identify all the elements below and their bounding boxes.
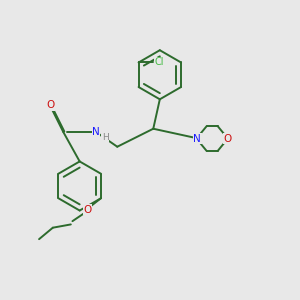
Text: O: O xyxy=(83,205,91,215)
Text: Cl: Cl xyxy=(154,58,164,68)
Text: H: H xyxy=(102,134,109,142)
Text: O: O xyxy=(46,100,54,110)
Text: O: O xyxy=(223,134,231,143)
Text: N: N xyxy=(193,134,201,143)
Text: N: N xyxy=(92,127,100,137)
